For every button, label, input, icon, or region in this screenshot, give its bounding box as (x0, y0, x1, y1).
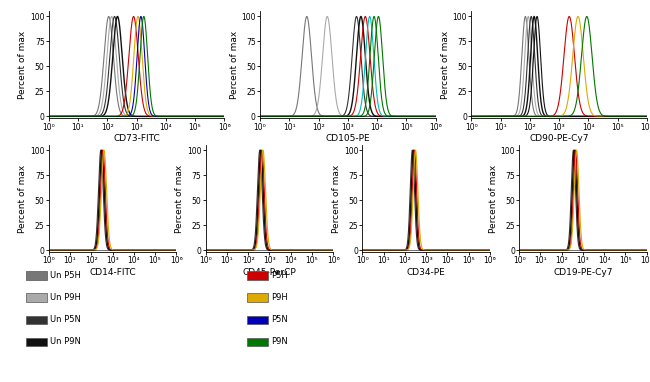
Text: P5N: P5N (271, 315, 288, 324)
Bar (26, 338, 47, 346)
Bar (26, 293, 47, 302)
Text: Un P9H: Un P9H (50, 293, 81, 302)
Text: P5H: P5H (271, 271, 288, 280)
X-axis label: CD14-FITC: CD14-FITC (89, 268, 136, 277)
X-axis label: CD73-FITC: CD73-FITC (113, 134, 160, 143)
Text: Un P9N: Un P9N (50, 337, 81, 346)
X-axis label: CD105-PE: CD105-PE (326, 134, 370, 143)
X-axis label: CD90-PE-Cy7: CD90-PE-Cy7 (529, 134, 589, 143)
Bar (247, 293, 268, 302)
Text: Un P5H: Un P5H (50, 271, 81, 280)
Text: P9N: P9N (271, 337, 288, 346)
Y-axis label: Percent of max: Percent of max (18, 165, 27, 233)
Bar (247, 316, 268, 324)
Bar (247, 271, 268, 280)
Y-axis label: Percent of max: Percent of max (229, 31, 239, 99)
Bar (247, 338, 268, 346)
Text: P9H: P9H (271, 293, 288, 302)
X-axis label: CD19-PE-Cy7: CD19-PE-Cy7 (553, 268, 613, 277)
Text: Un P5N: Un P5N (50, 315, 81, 324)
X-axis label: CD34-PE: CD34-PE (407, 268, 445, 277)
Y-axis label: Percent of max: Percent of max (441, 31, 450, 99)
Y-axis label: Percent of max: Percent of max (18, 31, 27, 99)
Y-axis label: Percent of max: Percent of max (332, 165, 341, 233)
Bar (26, 271, 47, 280)
Y-axis label: Percent of max: Percent of max (489, 165, 498, 233)
Bar (26, 316, 47, 324)
Y-axis label: Percent of max: Percent of max (175, 165, 184, 233)
X-axis label: CD45-PerCP: CD45-PerCP (242, 268, 296, 277)
